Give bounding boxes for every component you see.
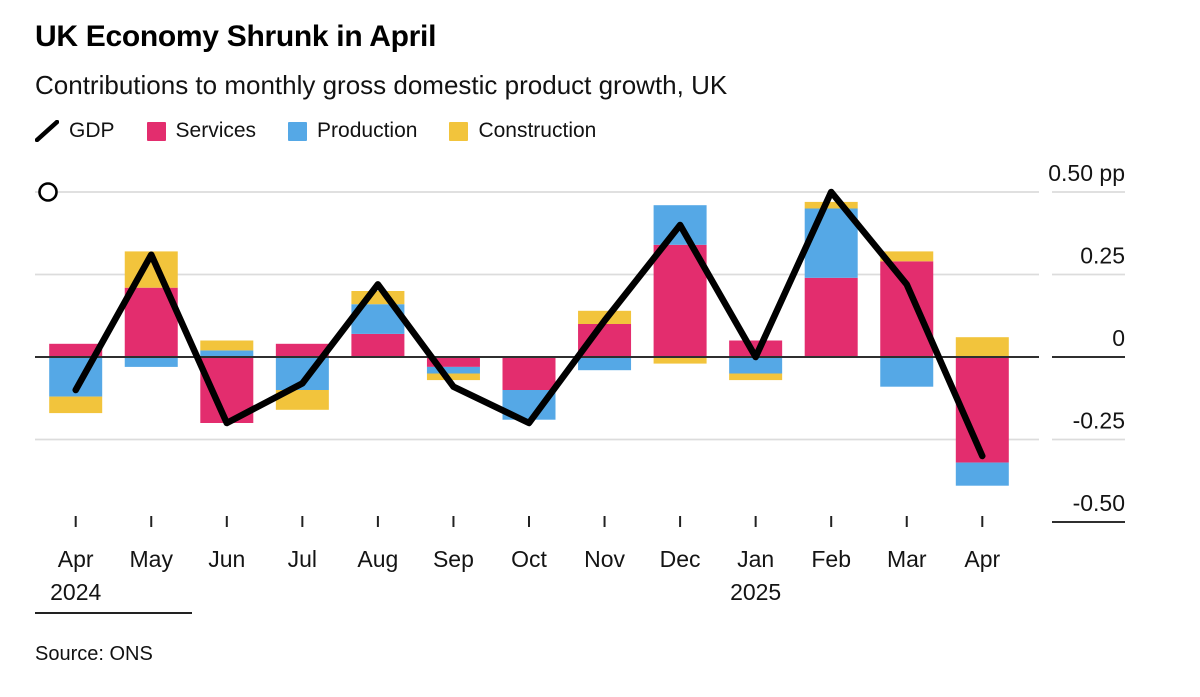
bar-production-Feb-10 bbox=[804, 208, 858, 278]
bar-construction-Sep-5 bbox=[426, 373, 480, 381]
bar-production-Jan-9 bbox=[729, 357, 783, 374]
bar-construction-Feb-10 bbox=[804, 201, 858, 209]
gdp-line-path bbox=[72, 188, 986, 460]
legend-item-construction: Construction bbox=[449, 119, 596, 143]
axes: 0.50 pp 0.25 0 -0.25 -0.50 Apr May Jun Jul Aug Sep… bbox=[50, 160, 1125, 605]
legend-item-gdp: GDP bbox=[35, 119, 115, 143]
year-label-2024: 2024 bbox=[50, 579, 101, 605]
bar-production-Apr-12 bbox=[955, 462, 1009, 486]
bar-services-Feb-10 bbox=[804, 277, 858, 357]
bar-construction-Apr-0 bbox=[49, 396, 103, 414]
bar-construction-Jul-3 bbox=[275, 390, 329, 410]
bar-services-Jan-9 bbox=[729, 340, 783, 357]
legend-swatch-construction bbox=[449, 121, 469, 141]
legend-item-services: Services bbox=[146, 119, 257, 143]
xtick-label-Dec-8: Dec bbox=[660, 546, 701, 572]
open-circle-marker bbox=[38, 182, 58, 202]
xtick-label-Mar-11: Mar bbox=[887, 546, 927, 572]
legend-label: GDP bbox=[69, 119, 115, 142]
legend-label: Construction bbox=[478, 119, 597, 142]
bar-construction-Mar-11 bbox=[880, 251, 934, 262]
bar-services-Dec-8 bbox=[653, 244, 707, 357]
xtick-label-Apr-0: Apr bbox=[58, 546, 94, 572]
legend-label: Production bbox=[317, 119, 418, 142]
bar-services-Oct-6 bbox=[502, 357, 556, 390]
bar-production-Mar-11 bbox=[880, 357, 934, 387]
bar-services-Aug-4 bbox=[351, 333, 405, 357]
bar-construction-Aug-4 bbox=[351, 291, 405, 305]
xtick-label-Jan-9: Jan bbox=[737, 546, 774, 572]
year-label-2025: 2025 bbox=[730, 579, 781, 605]
xtick-label-Nov-7: Nov bbox=[584, 546, 625, 572]
bar-services-Jul-3 bbox=[275, 343, 329, 357]
bar-construction-Jan-9 bbox=[729, 373, 783, 381]
bar-construction-Dec-8 bbox=[653, 357, 707, 364]
bar-construction-Apr-12 bbox=[955, 337, 1009, 357]
ytick-label-0.50 pp: 0.50 pp bbox=[1048, 160, 1125, 186]
xtick-label-Feb-10: Feb bbox=[811, 546, 851, 572]
legend-label: Services bbox=[175, 119, 257, 142]
chart-title: UK Economy Shrunk in April bbox=[35, 20, 437, 53]
legend-item-production: Production bbox=[288, 119, 417, 143]
bar-services-Mar-11 bbox=[880, 261, 934, 357]
xtick-label-May-1: May bbox=[130, 546, 174, 572]
ytick-label-0.25: 0.25 bbox=[1080, 243, 1125, 269]
ytick-label--0.50: -0.50 bbox=[1073, 490, 1125, 516]
legend-swatch-production bbox=[288, 121, 308, 141]
xtick-label-Aug-4: Aug bbox=[357, 546, 398, 572]
legend-swatch-services bbox=[146, 121, 166, 141]
xtick-label-Apr-12: Apr bbox=[964, 546, 1000, 572]
xtick-label-Oct-6: Oct bbox=[511, 546, 547, 572]
gdp-line-icon bbox=[35, 120, 59, 142]
xtick-label-Jul-3: Jul bbox=[288, 546, 317, 572]
bar-production-Sep-5 bbox=[426, 366, 480, 374]
bar-services-Apr-0 bbox=[49, 343, 103, 357]
bar-production-Jun-2 bbox=[200, 350, 254, 357]
xtick-label-Sep-5: Sep bbox=[433, 546, 474, 572]
circle-marker bbox=[38, 182, 58, 202]
xtick-label-Jun-2: Jun bbox=[208, 546, 245, 572]
bar-construction-Jun-2 bbox=[200, 340, 254, 351]
stacked-bars bbox=[49, 201, 1009, 486]
bar-services-Sep-5 bbox=[426, 357, 480, 367]
ytick-label--0.25: -0.25 bbox=[1073, 408, 1125, 434]
ytick-label-0: 0 bbox=[1112, 325, 1125, 351]
bar-production-May-1 bbox=[124, 357, 178, 367]
gridlines bbox=[35, 191, 1039, 441]
source-note: Source: ONS bbox=[35, 643, 153, 665]
gdp-line bbox=[72, 188, 986, 460]
chart-subtitle: Contributions to monthly gross domestic … bbox=[35, 70, 728, 100]
source-divider bbox=[35, 612, 192, 614]
legend: GDP Services Production Construction bbox=[35, 119, 596, 143]
bar-production-Nov-7 bbox=[578, 357, 632, 371]
